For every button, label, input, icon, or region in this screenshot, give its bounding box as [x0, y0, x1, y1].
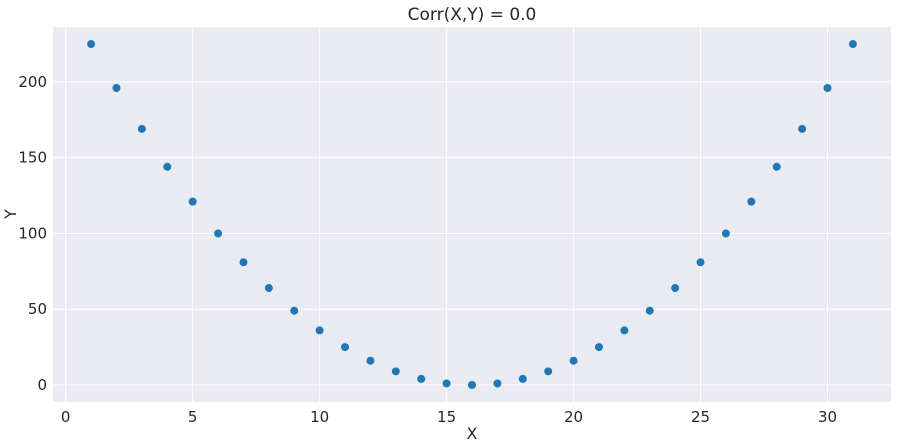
data-point: [747, 197, 756, 206]
data-point: [315, 326, 324, 335]
x-tick-label: 30: [818, 408, 837, 426]
data-point: [823, 83, 832, 92]
data-point: [848, 40, 857, 49]
data-point: [493, 379, 502, 388]
y-tick-label: 150: [18, 149, 47, 167]
data-point: [290, 306, 299, 315]
data-point: [772, 162, 781, 171]
y-tick-label: 100: [18, 224, 47, 242]
data-points: [87, 40, 857, 389]
data-point: [366, 356, 375, 365]
data-point: [391, 367, 400, 376]
data-point: [87, 40, 96, 49]
y-tick-labels: 0 50 100 150 200: [18, 73, 47, 394]
data-point: [137, 124, 146, 133]
data-point: [645, 306, 654, 315]
x-axis-label: X: [467, 424, 478, 443]
data-point: [798, 124, 807, 133]
x-tick-label: 15: [437, 408, 456, 426]
y-tick-label: 0: [37, 376, 47, 394]
x-tick-label: 0: [61, 408, 71, 426]
chart-title: Corr(X,Y) = 0.0: [408, 5, 537, 25]
x-tick-label: 25: [691, 408, 710, 426]
x-tick-labels: 0 5 10 15 20 25 30: [61, 408, 837, 426]
grid-lines: [53, 27, 891, 402]
data-point: [721, 229, 730, 238]
data-point: [671, 283, 680, 292]
data-point: [594, 343, 603, 352]
data-point: [163, 162, 172, 171]
data-point: [239, 258, 248, 267]
x-tick-label: 10: [310, 408, 329, 426]
data-point: [620, 326, 629, 335]
data-point: [696, 258, 705, 267]
data-point: [188, 197, 197, 206]
x-tick-label: 5: [188, 408, 198, 426]
data-point: [341, 343, 350, 352]
y-tick-label: 50: [28, 300, 47, 318]
y-axis-label: Y: [1, 209, 20, 220]
data-point: [214, 229, 223, 238]
data-point: [518, 374, 527, 383]
data-point: [264, 283, 273, 292]
data-point: [112, 83, 121, 92]
x-tick-label: 20: [564, 408, 583, 426]
plot-area: [53, 27, 891, 402]
data-point: [544, 367, 553, 376]
data-point: [468, 380, 476, 389]
y-tick-label: 200: [18, 73, 47, 91]
data-point: [417, 374, 426, 383]
data-point: [569, 356, 578, 365]
data-point: [442, 379, 451, 388]
